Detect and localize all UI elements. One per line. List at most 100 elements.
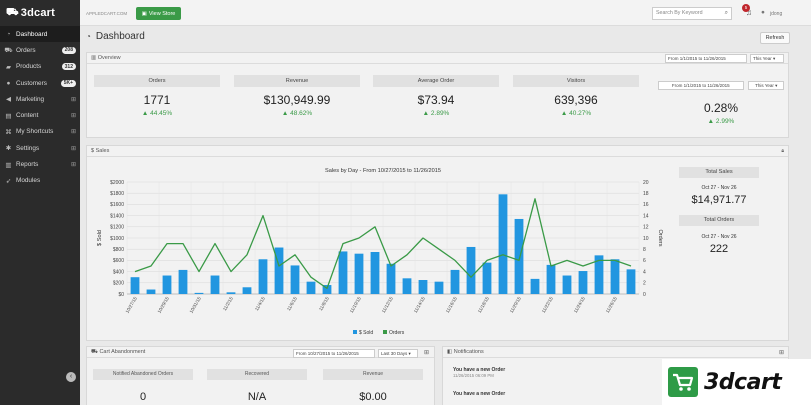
- bell-icon[interactable]: ♫: [746, 8, 752, 17]
- gear-icon: ✱: [5, 145, 12, 153]
- x-tick-label: 11/18/15: [477, 296, 490, 314]
- bar: [290, 265, 300, 294]
- y2-tick-label: 18: [643, 191, 649, 197]
- app-logo[interactable]: ⛟ 3dcart: [0, 0, 80, 26]
- notification-count-badge: 5: [742, 4, 750, 12]
- x-tick-label: 11/20/15: [509, 296, 522, 314]
- stat-change: ▲ 48.62%: [281, 110, 313, 117]
- bar: [546, 264, 556, 294]
- x-tick-label: 11/6/15: [286, 296, 298, 312]
- y-tick-label: $2000: [110, 180, 124, 186]
- sidebar-item-products[interactable]: ▰ Products 312: [0, 59, 80, 75]
- stat-change: ▲ 2.89%: [422, 110, 450, 117]
- cart-period-label: Last 30 Days: [381, 351, 408, 356]
- notifications-icon: ◧: [447, 349, 454, 355]
- sidebar-item-my-shortcuts[interactable]: ⌘ My Shortcuts ⊞: [0, 124, 80, 140]
- bar: [354, 253, 364, 294]
- file-icon: ▤: [5, 112, 12, 120]
- x-tick-label: 11/16/15: [445, 296, 458, 314]
- y-tick-label: $400: [113, 269, 124, 275]
- x-tick-label: 11/24/15: [573, 296, 586, 314]
- sidebar-item-settings[interactable]: ✱ Settings ⊞: [0, 140, 80, 156]
- notification-item[interactable]: You have a new Order: [453, 391, 505, 397]
- cart-icon: ⛟: [4, 46, 13, 54]
- cart-date-range[interactable]: From 10/27/2015 to 11/26/2015: [293, 349, 375, 358]
- bar: [226, 292, 236, 294]
- expand-icon[interactable]: ⊞: [70, 113, 76, 120]
- overview-panel: ▥ Overview From 1/1/2015 to 11/26/2015 T…: [86, 52, 789, 138]
- y2-tick-label: 8: [643, 247, 646, 253]
- sidebar-item-content[interactable]: ▤ Content ⊞: [0, 107, 80, 123]
- expand-icon[interactable]: ⊞: [70, 162, 76, 169]
- bar: [370, 252, 380, 294]
- orders-line: [134, 198, 632, 290]
- cart-col-value: $0.00: [359, 391, 387, 403]
- conversion-date-range[interactable]: From 1/1/2015 to 11/26/2015: [657, 81, 744, 90]
- cart-logo-icon: ⛟: [6, 6, 19, 18]
- search-input[interactable]: Search By Keyword ⌕: [652, 7, 732, 20]
- bar: [610, 259, 620, 294]
- y2-tick-label: 10: [643, 236, 649, 242]
- search-placeholder: Search By Keyword: [656, 10, 703, 16]
- y-tick-label: $1000: [110, 236, 124, 242]
- dashboard-icon: ◔: [86, 32, 91, 41]
- sidebar-item-reports[interactable]: ▥ Reports ⊞: [0, 156, 80, 172]
- stat-value: 639,396: [554, 93, 598, 107]
- total-sales-value: $14,971.77: [691, 194, 747, 206]
- overview-icon: ▥: [91, 55, 98, 61]
- collapse-sidebar-icon[interactable]: ‹: [66, 372, 76, 382]
- sidebar-item-dashboard[interactable]: ◔ Dashboard: [0, 26, 80, 43]
- overview-period-select[interactable]: This Year ▾: [750, 54, 784, 63]
- count-badge: 208: [61, 46, 76, 54]
- bar: [210, 275, 220, 294]
- y-tick-label: $0: [118, 292, 124, 298]
- page-title: ◔ Dashboard: [86, 31, 145, 42]
- brand-text: 3dcart: [704, 369, 782, 395]
- x-tick-label: 11/12/15: [381, 296, 394, 314]
- stat-change-value: 48.62%: [290, 110, 313, 117]
- notification-title: You have a new Order: [453, 367, 506, 373]
- sidebar-item-modules[interactable]: ➶ Modules: [0, 173, 80, 189]
- sidebar-item-label: Content: [16, 112, 39, 120]
- y-tick-label: $1600: [110, 202, 124, 208]
- rocket-icon: ➶: [5, 177, 12, 185]
- expand-icon[interactable]: ⊞: [70, 96, 76, 103]
- y-tick-label: $1400: [110, 213, 124, 219]
- sidebar-item-orders[interactable]: ⛟ Orders 208: [0, 42, 80, 58]
- count-badge: 5K+: [60, 79, 76, 87]
- y2-axis-label: Orders: [657, 229, 663, 246]
- bar: [594, 255, 604, 294]
- notifications-settings-icon[interactable]: ⊞: [779, 350, 785, 356]
- bar: [274, 247, 284, 294]
- refresh-button[interactable]: Refresh: [760, 32, 790, 44]
- y2-tick-label: 2: [643, 281, 646, 287]
- search-icon[interactable]: ⌕: [724, 10, 728, 16]
- notification-item[interactable]: You have a new Order 11/26/2015 06:09 PM: [453, 367, 505, 378]
- y-tick-label: $800: [113, 247, 124, 253]
- conversion-period-select[interactable]: This Year ▾: [748, 81, 785, 90]
- x-tick-label: 11/22/15: [541, 296, 554, 314]
- stat-change-value: 2.89%: [430, 110, 450, 117]
- user-menu[interactable]: jdong: [770, 11, 783, 17]
- chart-icon: ▥: [5, 161, 12, 169]
- expand-icon[interactable]: ⊞: [70, 129, 76, 136]
- stat-change: ▲ 40.27%: [560, 110, 592, 117]
- sales-chart: Sales by Day - From 10/27/2015 to 11/26/…: [97, 168, 663, 336]
- cart-settings-icon[interactable]: ⊞: [424, 350, 430, 356]
- sidebar-item-customers[interactable]: ● Customers 5K+: [0, 75, 80, 91]
- expand-icon[interactable]: ⊞: [70, 145, 76, 152]
- sidebar-item-label: Orders: [16, 46, 36, 54]
- bar: [306, 281, 316, 294]
- sidebar-item-label: Products: [16, 63, 42, 71]
- sales-title: $ Sales: [91, 148, 110, 154]
- x-tick-label: 11/10/15: [349, 296, 362, 314]
- overview-date-range[interactable]: From 1/1/2015 to 11/26/2015: [665, 54, 747, 63]
- user-icon[interactable]: ●: [761, 9, 765, 16]
- view-store-button[interactable]: ▣ View Store: [136, 7, 181, 20]
- stat-label: Visitors: [513, 75, 639, 87]
- sidebar-item-marketing[interactable]: ◀ Marketing ⊞: [0, 91, 80, 107]
- cart-period-select[interactable]: Last 30 Days ▾: [378, 349, 418, 358]
- lock-icon[interactable]: 🔒︎: [781, 148, 784, 154]
- x-tick-label: 11/14/15: [413, 296, 426, 314]
- sidebar: ⛟ 3dcart ◔ Dashboard ⛟ Orders 208 ▰ Products 31…: [0, 0, 80, 405]
